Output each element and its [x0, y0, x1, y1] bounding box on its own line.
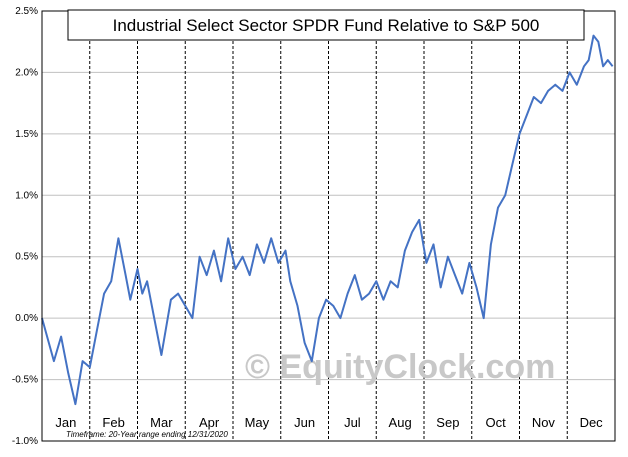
- month-label: Sep: [436, 415, 459, 430]
- month-label: Jul: [344, 415, 361, 430]
- month-label: Apr: [199, 415, 220, 430]
- grid: [42, 11, 615, 441]
- y-tick-label: 2.0%: [15, 67, 38, 78]
- y-tick-label: 0.5%: [15, 252, 38, 263]
- chart-title: Industrial Select Sector SPDR Fund Relat…: [113, 16, 540, 35]
- watermark: © EquityClock.com: [245, 348, 555, 386]
- y-tick-label: -1.0%: [12, 436, 38, 447]
- month-label: Jan: [55, 415, 76, 430]
- series-line: [41, 34, 614, 406]
- month-label: Mar: [150, 415, 173, 430]
- y-axis-ticks: 2.5% 2.0% 1.5% 1.0% 0.5% 0.0% -0.5% -1.0%: [12, 6, 38, 447]
- y-tick-label: 1.5%: [15, 129, 38, 140]
- month-label: Oct: [486, 415, 507, 430]
- series-group: [41, 34, 614, 406]
- y-tick-label: 0.0%: [15, 313, 38, 324]
- month-label: Aug: [389, 415, 412, 430]
- y-tick-label: 2.5%: [15, 6, 38, 17]
- y-tick-label: 1.0%: [15, 190, 38, 201]
- month-label: Nov: [532, 415, 556, 430]
- title-box: [67, 9, 585, 41]
- month-label: Dec: [580, 415, 604, 430]
- y-tick-label: -0.5%: [12, 375, 38, 386]
- footnote: Timeframe: 20-Year range ending 12/31/20…: [66, 430, 228, 439]
- month-label: Jun: [294, 415, 315, 430]
- month-label: May: [245, 415, 270, 430]
- month-label: Feb: [102, 415, 124, 430]
- month-labels: Jan Feb Mar Apr May Jun Jul Aug Sep Oct Nov Dec: [55, 415, 603, 430]
